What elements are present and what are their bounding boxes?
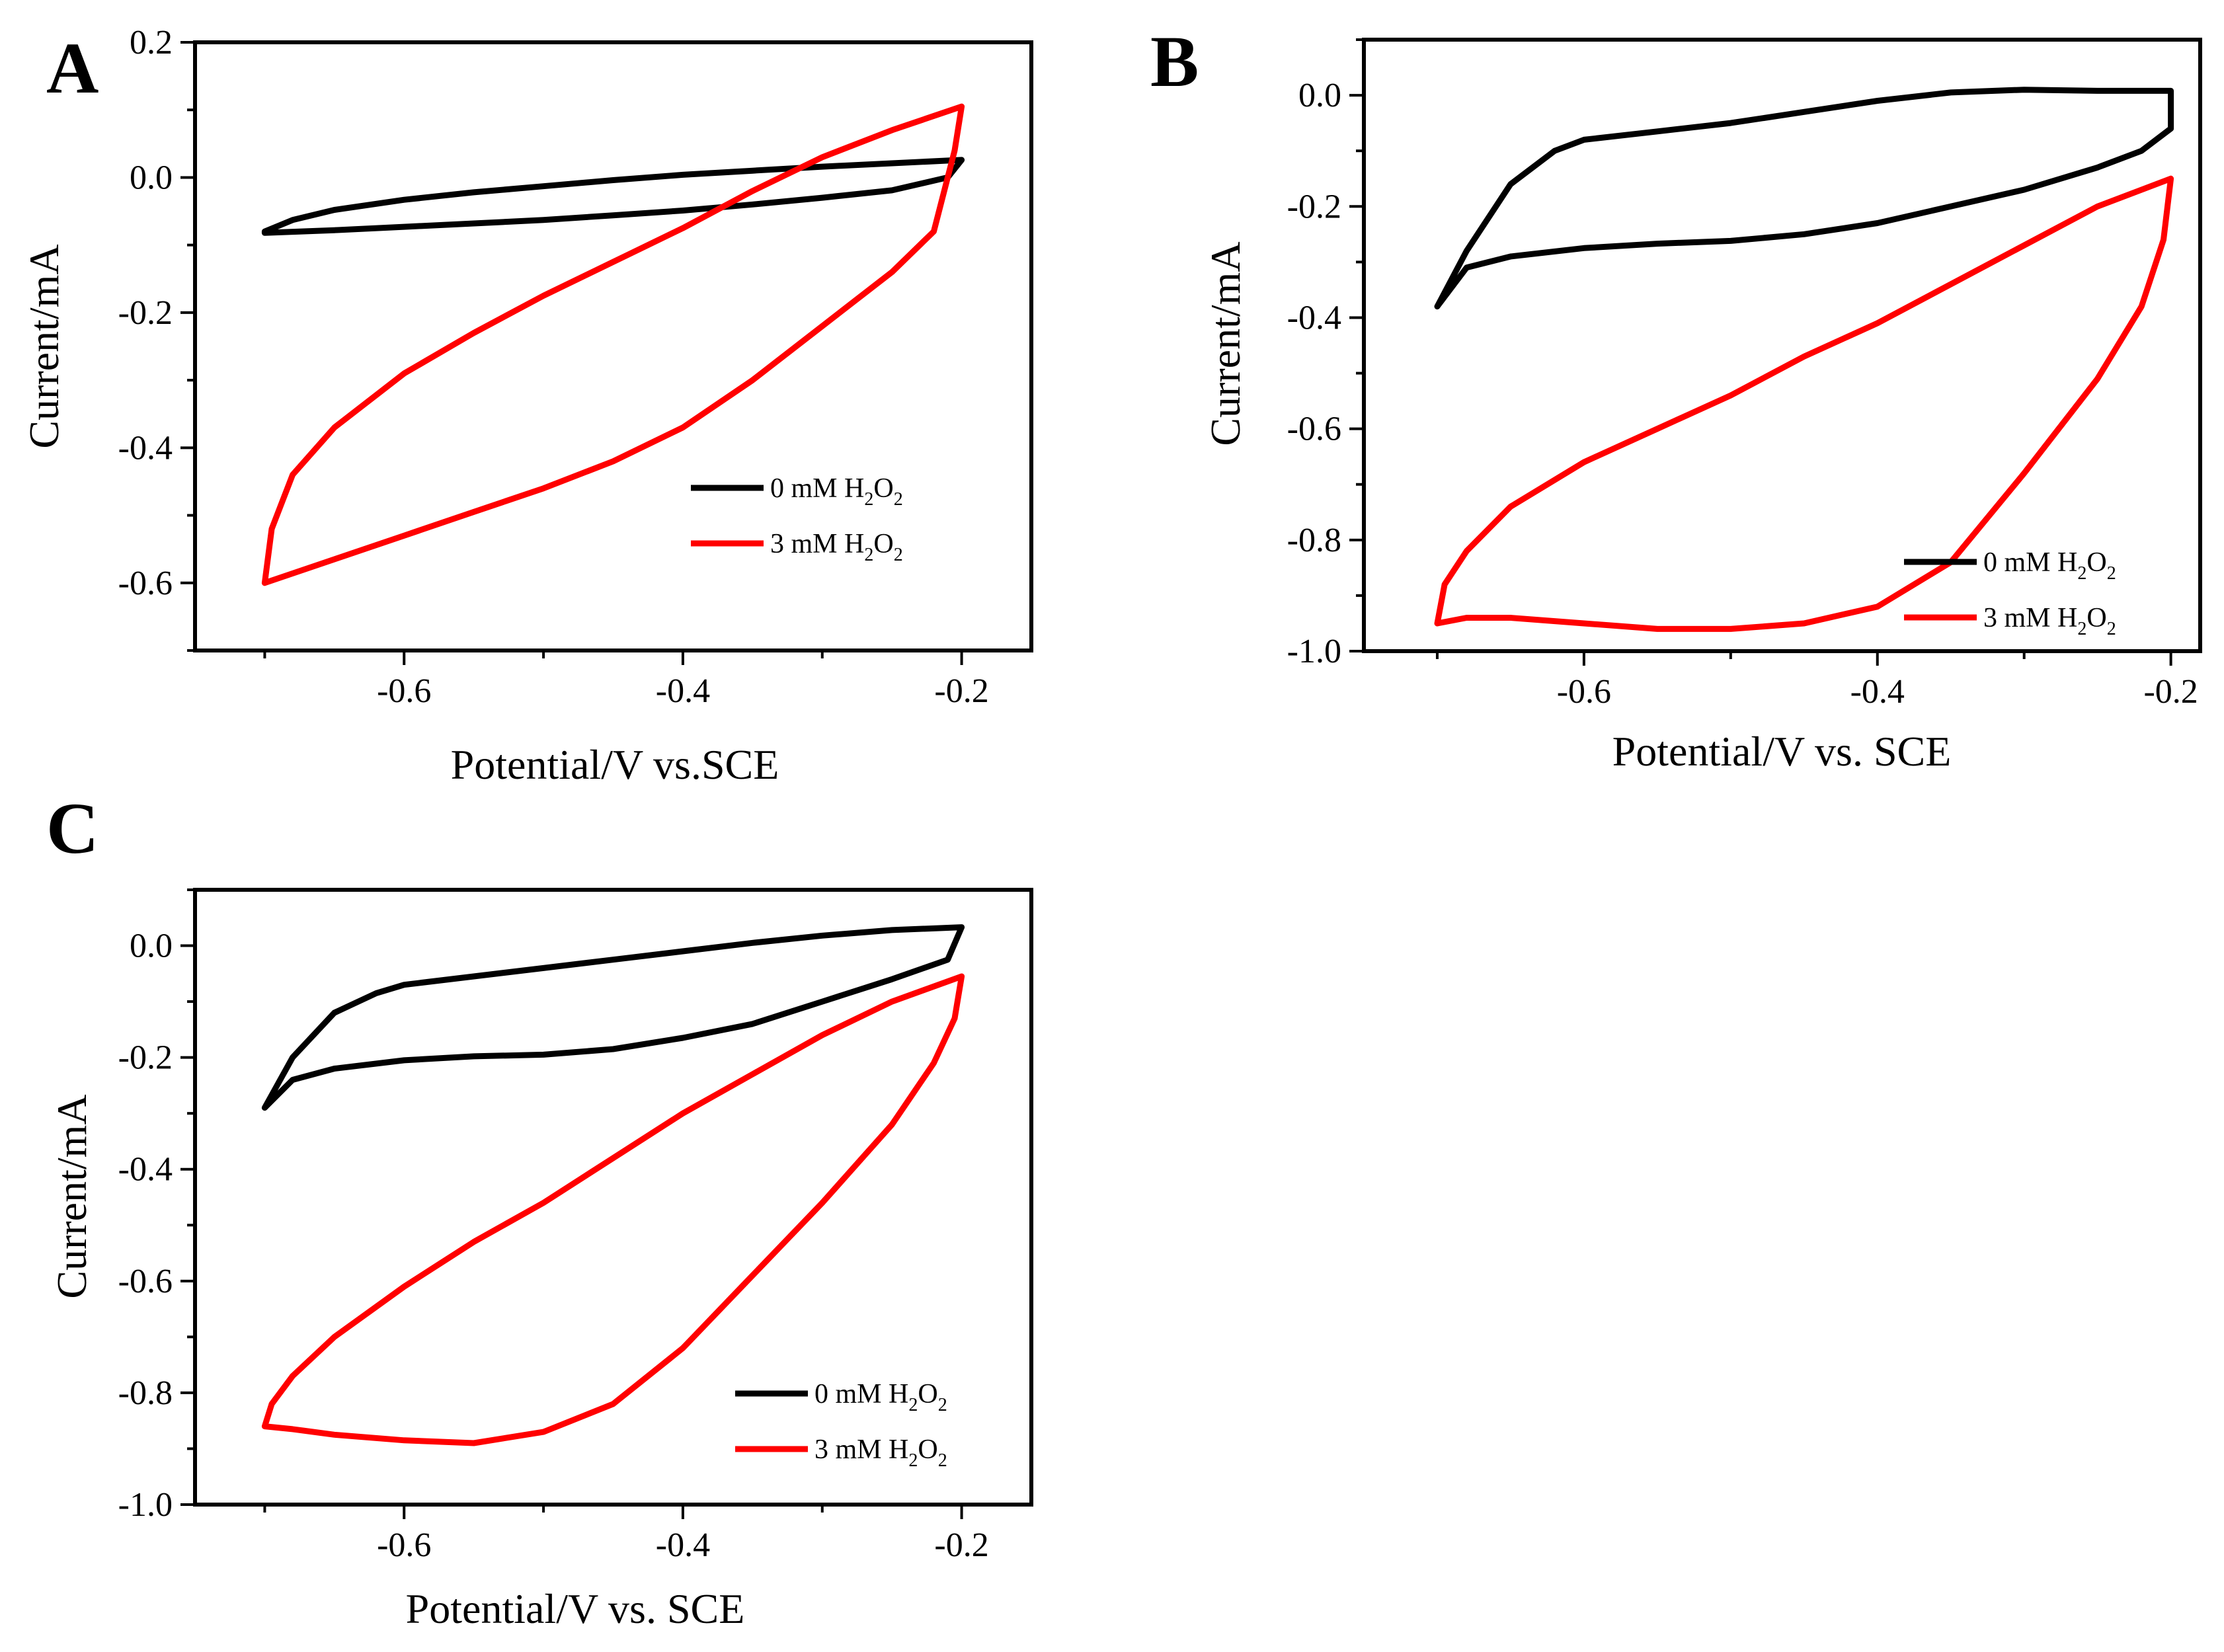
legend-label: 3 mM H2O2 <box>770 529 903 565</box>
x-tick-label: -0.6 <box>377 1526 431 1564</box>
y-tick-label: -0.6 <box>118 565 173 602</box>
y-tick-label: 0.0 <box>130 927 173 965</box>
legend-label: 0 mM H2O2 <box>1983 547 2116 584</box>
x-tick-label: -0.4 <box>1850 673 1905 711</box>
panel-letter: A <box>46 28 99 108</box>
series-line-0mm <box>261 157 965 236</box>
x-tick-label: -0.6 <box>377 672 431 710</box>
y-axis-label: Current/mA <box>20 244 67 448</box>
series-line-3mm <box>261 103 965 586</box>
legend-label: 3 mM H2O2 <box>1983 603 2116 639</box>
legend-label: 3 mM H2O2 <box>814 1435 947 1471</box>
panel-b: B -0.6 -0.4 -0.2 0.0 -0.2 -0.4 -0.6 -0.8 -1.0 Po… <box>1150 21 2202 775</box>
y-tick-label: -0.8 <box>1287 522 1341 559</box>
curves <box>261 924 965 1446</box>
y-tick-label: -0.4 <box>118 1151 173 1189</box>
y-tick-label: -0.2 <box>1287 188 1341 225</box>
ticks: -0.6 -0.4 -0.2 0.0 -0.2 -0.4 -0.6 -0.8 -1.0 <box>1287 38 2198 711</box>
y-tick-label: -1.0 <box>1287 633 1341 670</box>
curves <box>1434 87 2174 632</box>
x-axis-label: Potential/V vs.SCE <box>451 741 779 788</box>
y-tick-label: -0.6 <box>1287 411 1341 448</box>
y-tick-label: -1.0 <box>118 1486 173 1524</box>
plot-frame <box>1362 38 2202 653</box>
plot-frame <box>193 888 1033 1507</box>
y-tick-label: -0.6 <box>118 1263 173 1300</box>
series-line-0mm <box>1434 87 2174 310</box>
x-tick-label: -0.2 <box>2143 673 2198 711</box>
x-tick-label: -0.6 <box>1557 673 1611 711</box>
y-axis-label: Current/mA <box>1202 241 1249 446</box>
series-line-3mm <box>1434 175 2174 632</box>
y-axis-label: Current/mA <box>48 1094 95 1298</box>
ticks: -0.6 -0.4 -0.2 0.2 0.0 -0.2 -0.4 -0.6 <box>118 24 989 710</box>
panel-letter: C <box>46 788 99 869</box>
panel-letter: B <box>1150 21 1199 102</box>
legend: 0 mM H2O2 3 mM H2O2 <box>735 1379 947 1471</box>
curves <box>261 103 965 586</box>
legend: 0 mM H2O2 3 mM H2O2 <box>1904 547 2116 639</box>
x-axis-label: Potential/V vs. SCE <box>406 1585 745 1632</box>
y-tick-label: 0.0 <box>130 159 173 196</box>
ticks: -0.6 -0.4 -0.2 0.0 -0.2 -0.4 -0.6 -0.8 -1.0 <box>118 888 989 1564</box>
y-tick-label: -0.4 <box>118 429 173 467</box>
y-tick-label: -0.2 <box>118 294 173 332</box>
x-tick-label: -0.2 <box>934 672 988 710</box>
y-tick-label: 0.2 <box>130 24 173 61</box>
x-axis-label: Potential/V vs. SCE <box>1612 728 1952 775</box>
legend: 0 mM H2O2 3 mM H2O2 <box>691 473 903 565</box>
y-tick-label: -0.8 <box>118 1374 173 1412</box>
series-line-3mm <box>261 973 965 1446</box>
plot-frame <box>193 40 1033 652</box>
series-line-0mm <box>261 924 965 1111</box>
y-tick-label: -0.2 <box>118 1039 173 1077</box>
x-tick-label: -0.4 <box>656 1526 710 1564</box>
x-tick-label: -0.4 <box>656 672 710 710</box>
y-tick-label: 0.0 <box>1298 77 1341 114</box>
panel-c: C -0.6 -0.4 -0.2 0.0 -0.2 -0.4 -0.6 -0.8 -1.0 Po… <box>46 788 1033 1632</box>
y-tick-label: -0.4 <box>1287 299 1341 336</box>
legend-label: 0 mM H2O2 <box>770 473 903 510</box>
panel-a: A -0.6 -0.4 -0.2 0.2 0.0 -0.2 -0.4 -0.6 Potenti… <box>20 24 1033 788</box>
legend-label: 0 mM H2O2 <box>814 1379 947 1415</box>
x-tick-label: -0.2 <box>934 1526 988 1564</box>
